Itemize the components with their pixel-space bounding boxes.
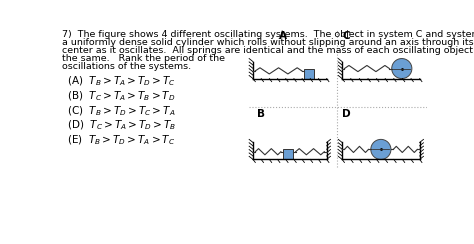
Circle shape bbox=[371, 139, 391, 159]
Text: A: A bbox=[279, 31, 287, 41]
Text: B: B bbox=[257, 109, 265, 119]
Text: C: C bbox=[342, 31, 350, 41]
Text: a uniformly dense solid cylinder which rolls without slipping around an axis thr: a uniformly dense solid cylinder which r… bbox=[63, 38, 474, 47]
Text: the same.   Rank the period of the: the same. Rank the period of the bbox=[63, 54, 225, 63]
Text: (C)  $T_B > T_D > T_C > T_A$: (C) $T_B > T_D > T_C > T_A$ bbox=[67, 104, 175, 118]
Text: 7)  The figure shows 4 different oscillating systems.  The object in system C an: 7) The figure shows 4 different oscillat… bbox=[63, 30, 474, 39]
Text: D: D bbox=[342, 109, 351, 119]
Bar bbox=[283, 149, 293, 159]
Bar bbox=[304, 69, 314, 79]
Circle shape bbox=[392, 59, 412, 79]
Text: (E)  $T_B > T_D > T_A > T_C$: (E) $T_B > T_D > T_A > T_C$ bbox=[67, 133, 175, 147]
Text: (A)  $T_B > T_A > T_D > T_C$: (A) $T_B > T_A > T_D > T_C$ bbox=[67, 75, 176, 88]
Text: oscillations of the systems.: oscillations of the systems. bbox=[63, 62, 191, 71]
Text: center as it oscillates.  All springs are identical and the mass of each oscilla: center as it oscillates. All springs are… bbox=[63, 46, 474, 55]
Text: (B)  $T_C > T_A > T_B > T_D$: (B) $T_C > T_A > T_B > T_D$ bbox=[67, 89, 175, 103]
Text: (D)  $T_C > T_A > T_D > T_B$: (D) $T_C > T_A > T_D > T_B$ bbox=[67, 119, 176, 132]
